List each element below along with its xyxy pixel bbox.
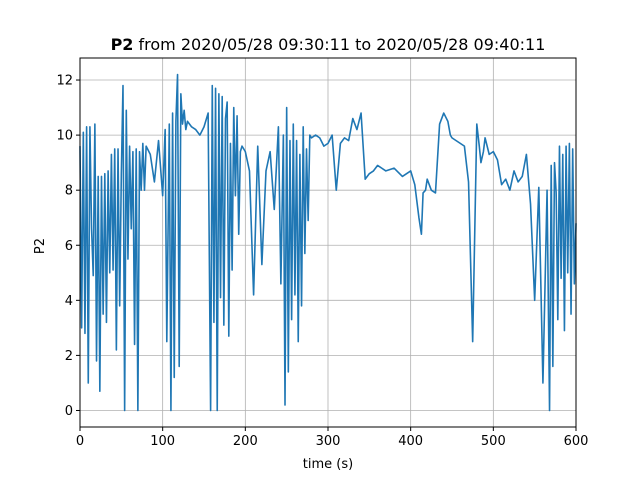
chart-title-bold: P2 bbox=[111, 35, 134, 54]
y-tick-label-3: 6 bbox=[65, 239, 73, 254]
y-tick-label-1: 2 bbox=[65, 349, 73, 364]
x-tick-label-1: 100 bbox=[150, 434, 175, 449]
x-tick-label-4: 400 bbox=[398, 434, 423, 449]
x-tick-label-5: 500 bbox=[481, 434, 506, 449]
series-line-0 bbox=[79, 73, 577, 412]
x-axis-label: time (s) bbox=[303, 457, 353, 472]
chart-title: P2 from 2020/05/28 09:30:11 to 2020/05/2… bbox=[111, 35, 546, 54]
y-tick-label-4: 8 bbox=[65, 184, 73, 199]
chart-title-rest: from 2020/05/28 09:30:11 to 2020/05/28 0… bbox=[133, 35, 545, 54]
y-tick-label-6: 12 bbox=[56, 74, 73, 89]
x-tick-label-6: 600 bbox=[564, 434, 589, 449]
y-tick-label-0: 0 bbox=[65, 404, 73, 419]
y-axis-label: P2 bbox=[33, 238, 48, 254]
axis-ticks: 0 100 200 300 400 500 600 0 2 4 6 8 10 12 bbox=[56, 74, 588, 449]
gridlines bbox=[79, 58, 577, 427]
x-tick-label-3: 300 bbox=[316, 434, 341, 449]
y-tick-label-2: 4 bbox=[65, 294, 73, 309]
y-tick-label-5: 10 bbox=[56, 129, 73, 144]
x-tick-label-2: 200 bbox=[233, 434, 258, 449]
x-tick-label-0: 0 bbox=[76, 434, 84, 449]
series-area bbox=[79, 73, 577, 412]
